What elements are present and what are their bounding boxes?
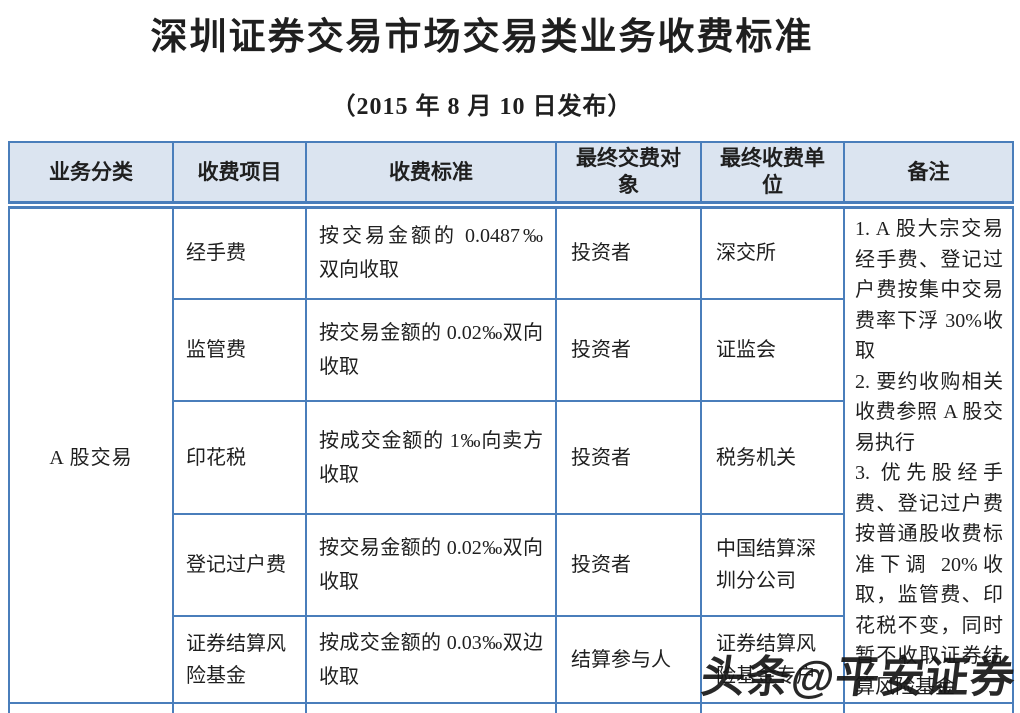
table-row: 证券结算风险基金 按成交金额的 0.03‰双边收取 结算参与人 证券结算风险基金…: [9, 615, 1013, 704]
fee-table: 业务分类 收费项目 收费标准 最终交费对象 最终收费单位 备注 A 股交易 经手…: [8, 141, 1014, 713]
col-header-unit: 最终收费单位: [700, 141, 845, 209]
title-block: 深圳证券交易市场交易类业务收费标准 （2015 年 8 月 10 日发布）: [0, 16, 992, 121]
fee-item: 登记过户费: [172, 512, 307, 618]
table-row: 印花税 按成交金额的 1‰向卖方收取 投资者 税务机关: [9, 400, 1013, 515]
fee-unit: 证券结算风险基金专户: [700, 615, 845, 704]
col-header-category: 业务分类: [8, 141, 174, 209]
fee-unit: 税务机关: [700, 400, 845, 515]
fee-item: 证券结算风险基金: [172, 615, 307, 704]
remarks-cell: 1. A 股大宗交易经手费、登记过户费按集中交易费率下浮 30%收取 2. 要约…: [843, 204, 1014, 704]
table-row: A 股交易 经手费 按交易金额的 0.0487‰ 双向收取 投资者 深交所 1.…: [8, 204, 1014, 704]
col-header-item: 收费项目: [172, 141, 307, 209]
fee-payer: 投资者: [555, 512, 702, 618]
col-header-standard: 收费标准: [305, 141, 557, 209]
fee-payer: 投资者: [555, 297, 702, 403]
header-row: 业务分类 收费项目 收费标准 最终交费对象 最终收费单位 备注: [8, 141, 1014, 209]
fee-standard: 按成交金额的 0.03‰双边收取: [305, 615, 557, 704]
page-subtitle: （2015 年 8 月 10 日发布）: [331, 94, 633, 120]
table-cell-empty: [305, 702, 557, 713]
fee-standard: 按交易金额的 0.02‰双向收取: [305, 297, 557, 403]
fee-payer: 投资者: [555, 204, 702, 300]
fee-unit: 证监会: [700, 297, 845, 403]
fee-item: 经手费: [172, 204, 307, 300]
fee-item: 印花税: [172, 400, 307, 515]
table-cell-empty: [555, 702, 702, 713]
fee-standard: 按交易金额的 0.02‰双向收取: [305, 512, 557, 618]
fee-standard: 按成交金额的 1‰向卖方收取: [305, 400, 557, 515]
category-cell: A 股交易: [8, 204, 174, 704]
fee-unit: 中国结算深圳分公司: [700, 512, 845, 618]
fee-unit: 深交所: [700, 204, 845, 300]
table-row: 监管费 按交易金额的 0.02‰双向收取 投资者 证监会: [9, 297, 1013, 403]
table-cell-empty: [843, 702, 1014, 713]
fee-payer: 投资者: [555, 400, 702, 515]
col-header-remarks: 备注: [843, 141, 1014, 209]
table-cell-empty: [700, 702, 845, 713]
fee-item: 监管费: [172, 297, 307, 403]
table-cell-empty: [172, 702, 307, 713]
fee-standard: 按交易金额的 0.0487‰ 双向收取: [305, 204, 557, 300]
col-header-payer: 最终交费对象: [555, 141, 702, 209]
table-row: 登记过户费 按交易金额的 0.02‰双向收取 投资者 中国结算深圳分公司: [9, 512, 1013, 618]
table-row-cutoff: [8, 702, 1014, 713]
table-cell-empty: [8, 702, 174, 713]
page-title: 深圳证券交易市场交易类业务收费标准: [150, 17, 814, 58]
fee-payer: 结算参与人: [555, 615, 702, 704]
